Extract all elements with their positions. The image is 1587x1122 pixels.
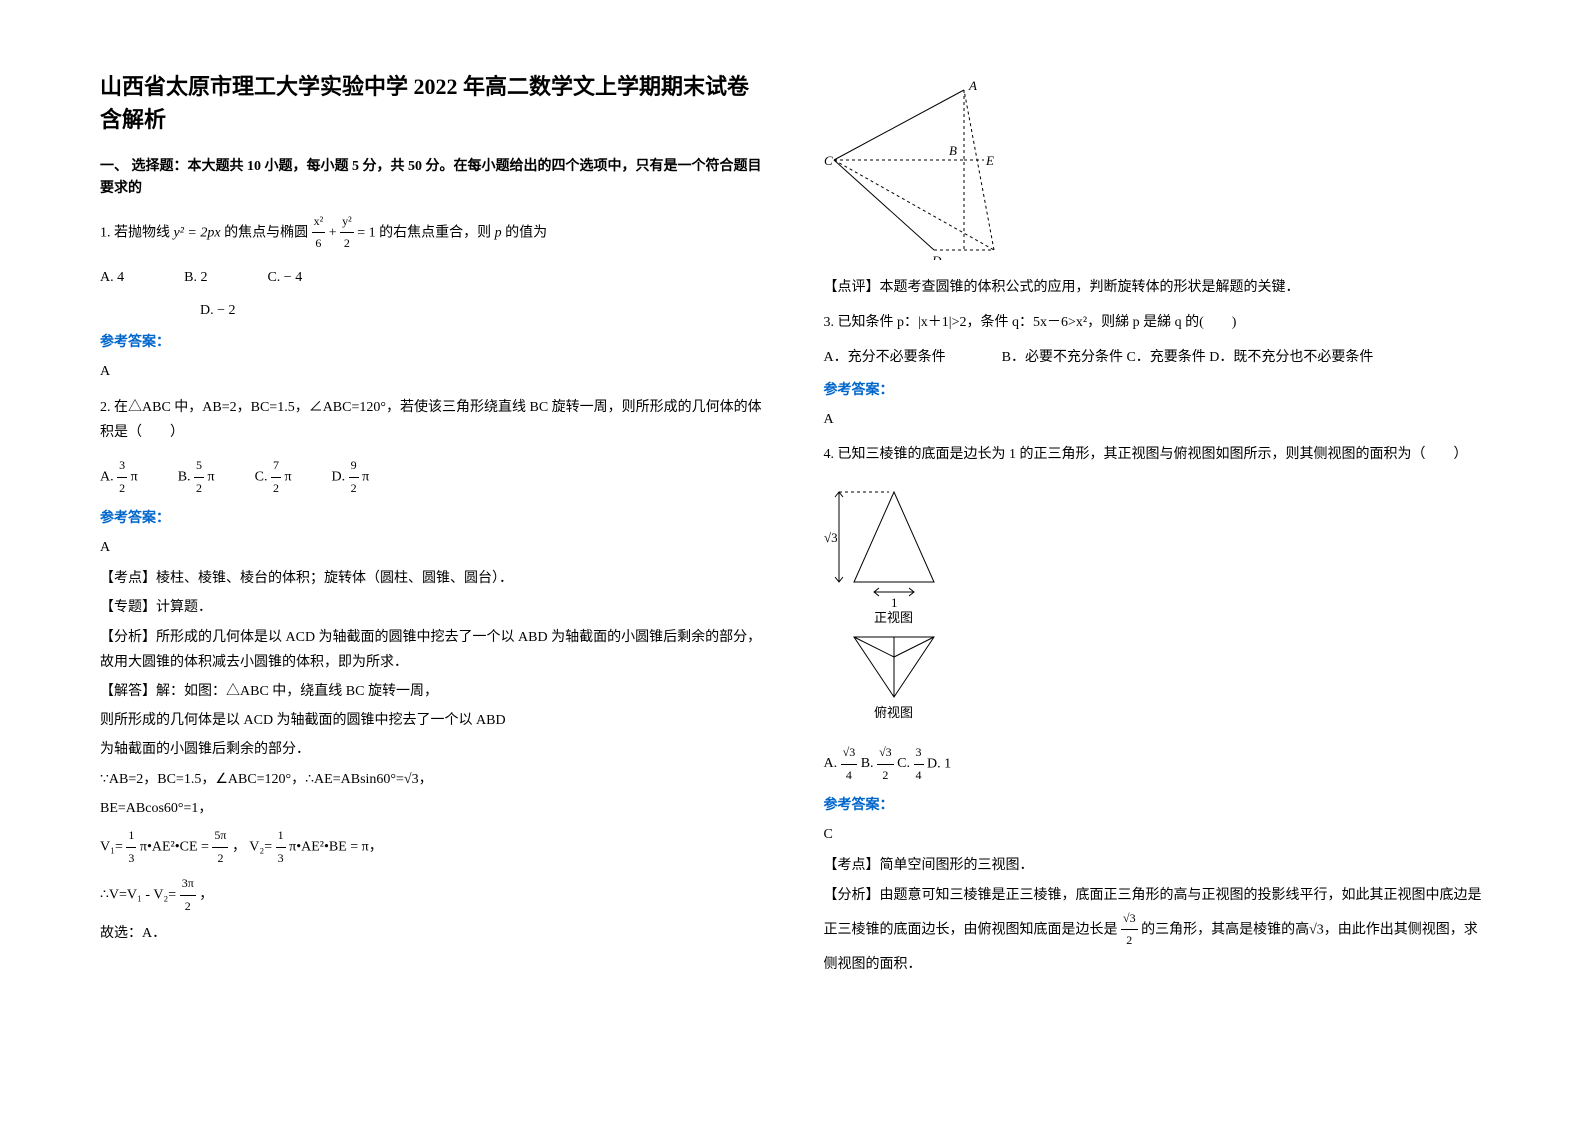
q2-opt-b: B. 52 π	[178, 455, 215, 499]
q2-考点: 【考点】棱柱、棱锥、棱台的体积；旋转体（圆柱、圆锥、圆台）．	[100, 566, 764, 591]
q1-opt-d-row: D. − 2	[100, 298, 764, 323]
cone-diagram: A B C D E	[824, 80, 1024, 260]
q3-options: A．充分不必要条件 B．必要不充分条件 C．充要条件 D．既不充分也不必要条件	[824, 345, 1488, 370]
q1-var-p: p	[495, 225, 502, 240]
svg-text:D: D	[931, 253, 942, 260]
question-2: 2. 在△ABC 中，AB=2，BC=1.5，∠ABC=120°，若使该三角形绕…	[100, 395, 764, 445]
q1-opt-b: B. 2	[184, 265, 207, 290]
q4-分析: 【分析】由题意可知三棱锥是正三棱锥，底面正三角形的高与正视图的投影线平行，如此其…	[824, 883, 1488, 978]
q4-opt-b: B. √32	[861, 756, 897, 771]
q2-解答3: 为轴截面的小圆锥后剩余的部分．	[100, 737, 764, 762]
q4-answer: C	[824, 822, 1488, 847]
svg-text:B: B	[949, 143, 957, 158]
left-column: 山西省太原市理工大学实验中学 2022 年高二数学文上学期期末试卷含解析 一、 …	[100, 70, 764, 1052]
q2-解答6: V₁= 13 π•AE²•CE = 5π2 ， V₂= 13 π•AE²•BE …	[100, 825, 764, 869]
q2-options: A. 32 π B. 52 π C. 72 π D. 92 π	[100, 455, 764, 499]
q2-解答4: ∵AB=2，BC=1.5，∠ABC=120°，∴AE=ABsin60°=√3，	[100, 767, 764, 792]
svg-text:俯视图: 俯视图	[874, 705, 913, 720]
svg-text:C: C	[824, 153, 833, 168]
q1-answer: A	[100, 359, 764, 384]
q4-opt-c: C. 34	[897, 756, 927, 771]
q4-figure: √3 1 正视图 俯视图	[824, 477, 1488, 732]
q2-answer: A	[100, 535, 764, 560]
q2-opt-d: D. 92 π	[332, 455, 370, 499]
q4-opt-a: A. √34	[824, 756, 861, 771]
q1-options: A. 4 B. 2 C. − 4	[100, 265, 764, 290]
q1-end: 的值为	[505, 225, 547, 240]
q2-分析: 【分析】所形成的几何体是以 ACD 为轴截面的圆锥中挖去了一个以 ABD 为轴截…	[100, 625, 764, 675]
q1-prefix: 1. 若抛物线	[100, 225, 170, 240]
q2-figure: A B C D E	[824, 80, 1488, 265]
right-column: A B C D E 【点评】本题考查圆锥的体积公式的应用，判断旋转体的形状是解题…	[824, 70, 1488, 1052]
svg-text:A: A	[968, 80, 977, 93]
q2-解答8: 故选：A．	[100, 921, 764, 946]
q1-opt-c: C. − 4	[267, 265, 302, 290]
q2-解答5: BE=ABcos60°=1，	[100, 796, 764, 821]
q2-opt-c: C. 72 π	[255, 455, 292, 499]
question-1: 1. 若抛物线 y² = 2px 的焦点与椭圆 x² 6 + y² 2 = 1 …	[100, 211, 764, 255]
question-3: 3. 已知条件 p：|x＋1|>2，条件 q：5x－6>x²，则綈 p 是綈 q…	[824, 310, 1488, 335]
q1-suffix: 的右焦点重合，则	[379, 225, 491, 240]
q2-解答2: 则所形成的几何体是以 ACD 为轴截面的圆锥中挖去了一个以 ABD	[100, 708, 764, 733]
q3-answer: A	[824, 407, 1488, 432]
q1-opt-d: D. − 2	[200, 303, 236, 318]
q2-answer-label: 参考答案：	[100, 507, 764, 527]
q2-专题: 【专题】计算题．	[100, 595, 764, 620]
q1-frac2: y² 2	[340, 211, 354, 255]
q1-formula1: y² = 2px	[174, 225, 221, 240]
question-4: 4. 已知三棱锥的底面是边长为 1 的正三角形，其正视图与俯视图如图所示，则其侧…	[824, 442, 1488, 467]
q2-解答1: 【解答】解：如图：△ABC 中，绕直线 BC 旋转一周，	[100, 679, 764, 704]
q4-options: A. √34 B. √32 C. 34 D. 1	[824, 742, 1488, 786]
svg-text:E: E	[985, 153, 994, 168]
q1-answer-label: 参考答案：	[100, 331, 764, 351]
q2-opt-a: A. 32 π	[100, 455, 138, 499]
q2-解答7: ∴V=V₁ - V₂= 3π2 ，	[100, 873, 764, 917]
document-title: 山西省太原市理工大学实验中学 2022 年高二数学文上学期期末试卷含解析	[100, 70, 764, 136]
q1-frac1: x² 6	[312, 211, 326, 255]
q4-考点: 【考点】简单空间图形的三视图．	[824, 853, 1488, 878]
q1-opt-a: A. 4	[100, 265, 124, 290]
q3-answer-label: 参考答案：	[824, 379, 1488, 399]
svg-text:1: 1	[891, 595, 898, 610]
svg-text:√3: √3	[824, 530, 838, 545]
q1-mid: 的焦点与椭圆	[224, 225, 308, 240]
q4-answer-label: 参考答案：	[824, 794, 1488, 814]
section-1-header: 一、 选择题：本大题共 10 小题，每小题 5 分，共 50 分。在每小题给出的…	[100, 156, 764, 201]
svg-text:正视图: 正视图	[874, 610, 913, 625]
q4-opt-d: D. 1	[927, 756, 951, 771]
views-diagram: √3 1 正视图 俯视图	[824, 477, 964, 727]
q2-点评: 【点评】本题考查圆锥的体积公式的应用，判断旋转体的形状是解题的关键．	[824, 275, 1488, 300]
